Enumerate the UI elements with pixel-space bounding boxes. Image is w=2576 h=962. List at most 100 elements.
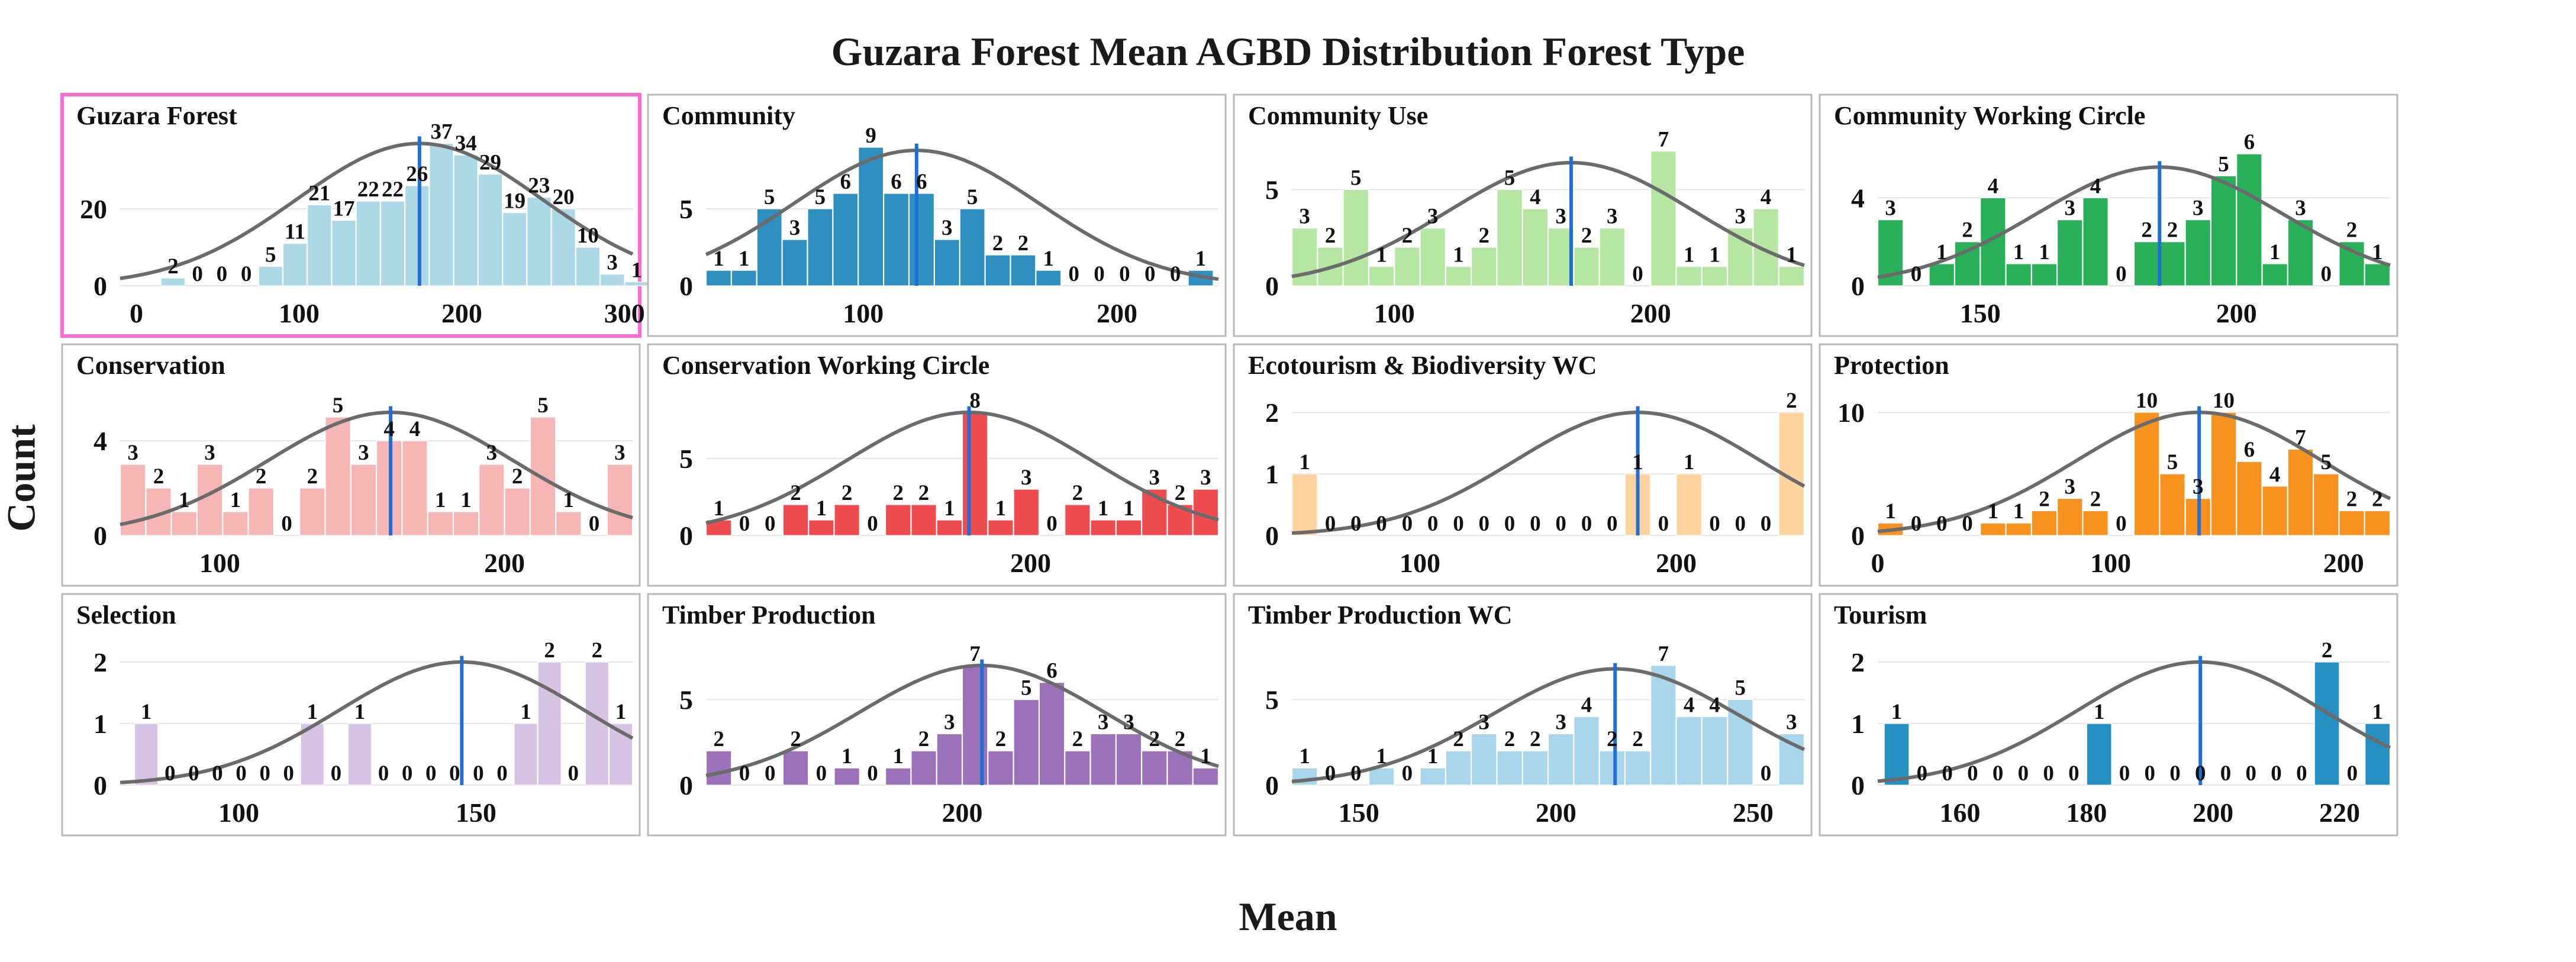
data-label: 5 — [1504, 166, 1516, 191]
y-tick-label: 0 — [679, 271, 693, 301]
bar — [2339, 510, 2365, 536]
bar — [1929, 263, 1955, 286]
data-label: 0 — [2220, 761, 2232, 786]
data-label: 2 — [1072, 481, 1084, 505]
x-tick-label: 200 — [1630, 298, 1671, 328]
bar — [908, 193, 934, 286]
data-label: 1 — [2094, 700, 2105, 724]
panel-title: Tourism — [1834, 601, 1927, 630]
data-label: 1 — [944, 496, 955, 521]
bar — [1368, 767, 1395, 786]
bar-series — [1877, 412, 2391, 536]
bar-series — [705, 147, 1214, 286]
data-label: 1 — [435, 488, 446, 512]
data-label: 8 — [969, 389, 981, 413]
bar — [2082, 510, 2108, 536]
data-label: 3 — [204, 441, 215, 465]
data-label: 3 — [1427, 205, 1439, 229]
y-tick-label: 0 — [1851, 770, 1865, 800]
bar — [223, 511, 249, 536]
bar — [988, 750, 1014, 786]
bar — [196, 464, 223, 536]
data-label: 0 — [2043, 761, 2054, 786]
bar-series — [134, 661, 633, 786]
x-tick-label: 180 — [2066, 798, 2107, 828]
bar — [885, 504, 911, 536]
data-label: 0 — [1068, 262, 1079, 286]
data-label: 10 — [2213, 389, 2235, 413]
x-tick-label: 200 — [1656, 548, 1697, 578]
data-label: 2 — [1530, 727, 1541, 751]
data-label: 3 — [1200, 466, 1211, 490]
data-label: 2 — [256, 464, 267, 489]
data-label: 3 — [1607, 205, 1618, 229]
data-label: 3 — [1786, 710, 1797, 734]
bar — [2287, 448, 2314, 536]
data-label: 0 — [496, 761, 508, 786]
data-label: 0 — [473, 761, 484, 786]
bar — [2086, 723, 2112, 786]
panel-border — [1819, 93, 2398, 337]
data-label: 2 — [2141, 218, 2152, 243]
bar — [988, 519, 1014, 536]
data-label: 0 — [739, 761, 750, 786]
panel-title: Timber Production WC — [1248, 601, 1513, 630]
data-label: 2 — [512, 464, 523, 489]
panel-title: Guzara Forest — [76, 101, 237, 130]
bar — [282, 243, 308, 286]
x-tick-label: 100 — [1374, 298, 1415, 328]
data-label: 0 — [283, 761, 294, 786]
bar — [551, 208, 576, 286]
bar — [325, 417, 351, 536]
y-tick-label: 0 — [679, 770, 693, 800]
bar — [514, 723, 538, 786]
data-label: 0 — [2018, 761, 2029, 786]
data-label: 21 — [308, 182, 330, 206]
data-label: 7 — [1658, 128, 1669, 152]
bar-series — [705, 665, 1219, 786]
data-label: 1 — [1123, 496, 1134, 521]
data-label: 0 — [1993, 761, 2004, 786]
data-label: 2 — [1325, 224, 1336, 248]
data-label: 0 — [1967, 761, 1978, 786]
bar — [1574, 716, 1600, 786]
data-label: 5 — [265, 243, 276, 267]
bar — [2031, 263, 2058, 286]
bar — [1980, 522, 2006, 536]
bar — [1574, 247, 1600, 286]
bar — [834, 767, 860, 786]
data-label: 34 — [455, 131, 477, 156]
data-label: 1 — [520, 700, 531, 724]
bar — [1676, 266, 1702, 286]
data-label: 0 — [2195, 761, 2206, 786]
data-label: 11 — [285, 220, 305, 244]
data-label: 1 — [141, 700, 152, 724]
data-label: 1 — [2039, 240, 2050, 264]
data-label: 2 — [2039, 487, 2050, 511]
data-label: 0 — [1427, 512, 1439, 536]
bar — [808, 519, 834, 536]
data-label: 2 — [1504, 727, 1516, 751]
density-curve — [1877, 165, 2391, 279]
data-label: 1 — [1195, 247, 1207, 271]
bar — [1497, 189, 1523, 286]
bar — [2314, 661, 2340, 786]
bar — [160, 277, 186, 286]
data-label: 1 — [1200, 744, 1211, 769]
bar — [705, 750, 732, 786]
x-tick-label: 0 — [1871, 548, 1885, 578]
panel-border — [647, 343, 1227, 587]
panel-border — [647, 593, 1227, 837]
data-label: 1 — [1632, 450, 1643, 474]
bar — [1115, 519, 1142, 536]
y-tick-label: 4 — [94, 426, 107, 456]
bar — [537, 661, 562, 786]
x-tick-label: 100 — [279, 298, 320, 328]
data-label: 0 — [1962, 512, 1973, 536]
bar — [2159, 241, 2185, 286]
bar — [2082, 197, 2108, 286]
data-label: 5 — [2167, 450, 2178, 474]
